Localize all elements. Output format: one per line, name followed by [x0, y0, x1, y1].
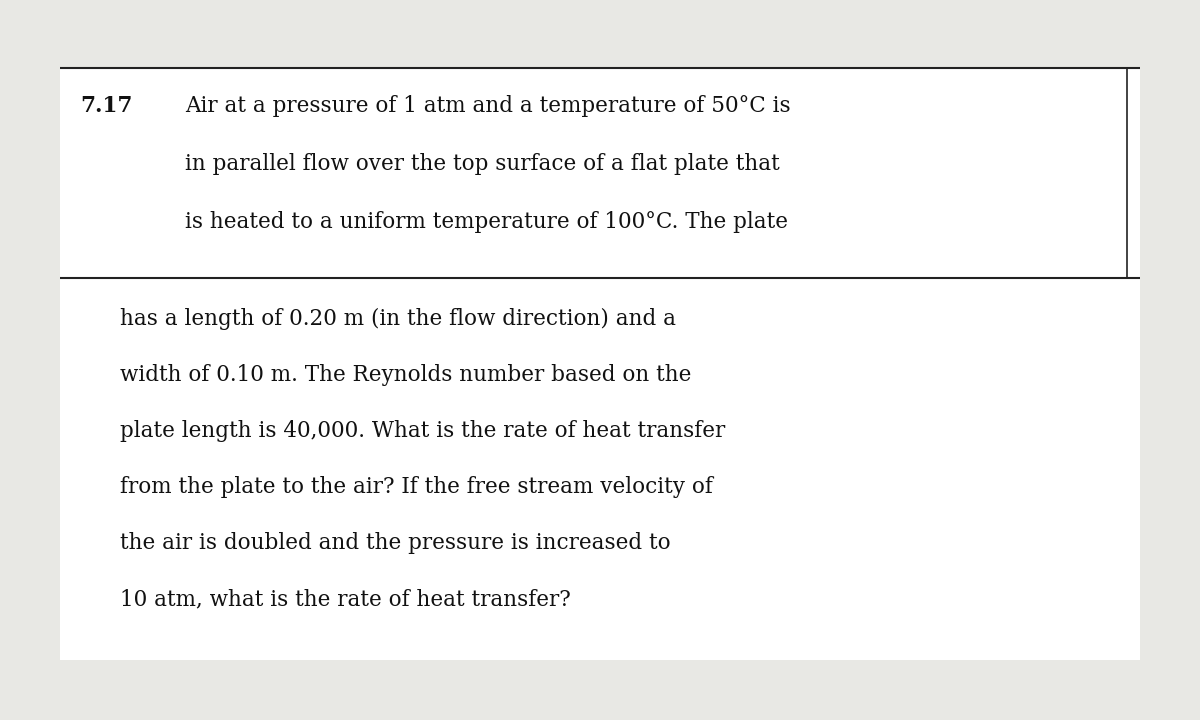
Bar	[60, 68, 1140, 660]
Text: from the plate to the air? If the free stream velocity of: from the plate to the air? If the free s…	[120, 476, 713, 498]
Text: has a length of 0.20 m (in the flow direction) and a: has a length of 0.20 m (in the flow dire…	[120, 308, 676, 330]
Text: is heated to a uniform temperature of 100°C. The plate: is heated to a uniform temperature of 10…	[185, 211, 788, 233]
Text: in parallel flow over the top surface of a flat plate that: in parallel flow over the top surface of…	[185, 153, 780, 175]
Text: 10 atm, what is the rate of heat transfer?: 10 atm, what is the rate of heat transfe…	[120, 588, 571, 610]
Text: Air at a pressure of 1 atm and a temperature of 50°C is: Air at a pressure of 1 atm and a tempera…	[185, 95, 791, 117]
Text: the air is doubled and the pressure is increased to: the air is doubled and the pressure is i…	[120, 532, 671, 554]
Text: width of 0.10 m. The Reynolds number based on the: width of 0.10 m. The Reynolds number bas…	[120, 364, 691, 386]
Text: plate length is 40,000. What is the rate of heat transfer: plate length is 40,000. What is the rate…	[120, 420, 725, 442]
Text: 7.17: 7.17	[80, 95, 132, 117]
